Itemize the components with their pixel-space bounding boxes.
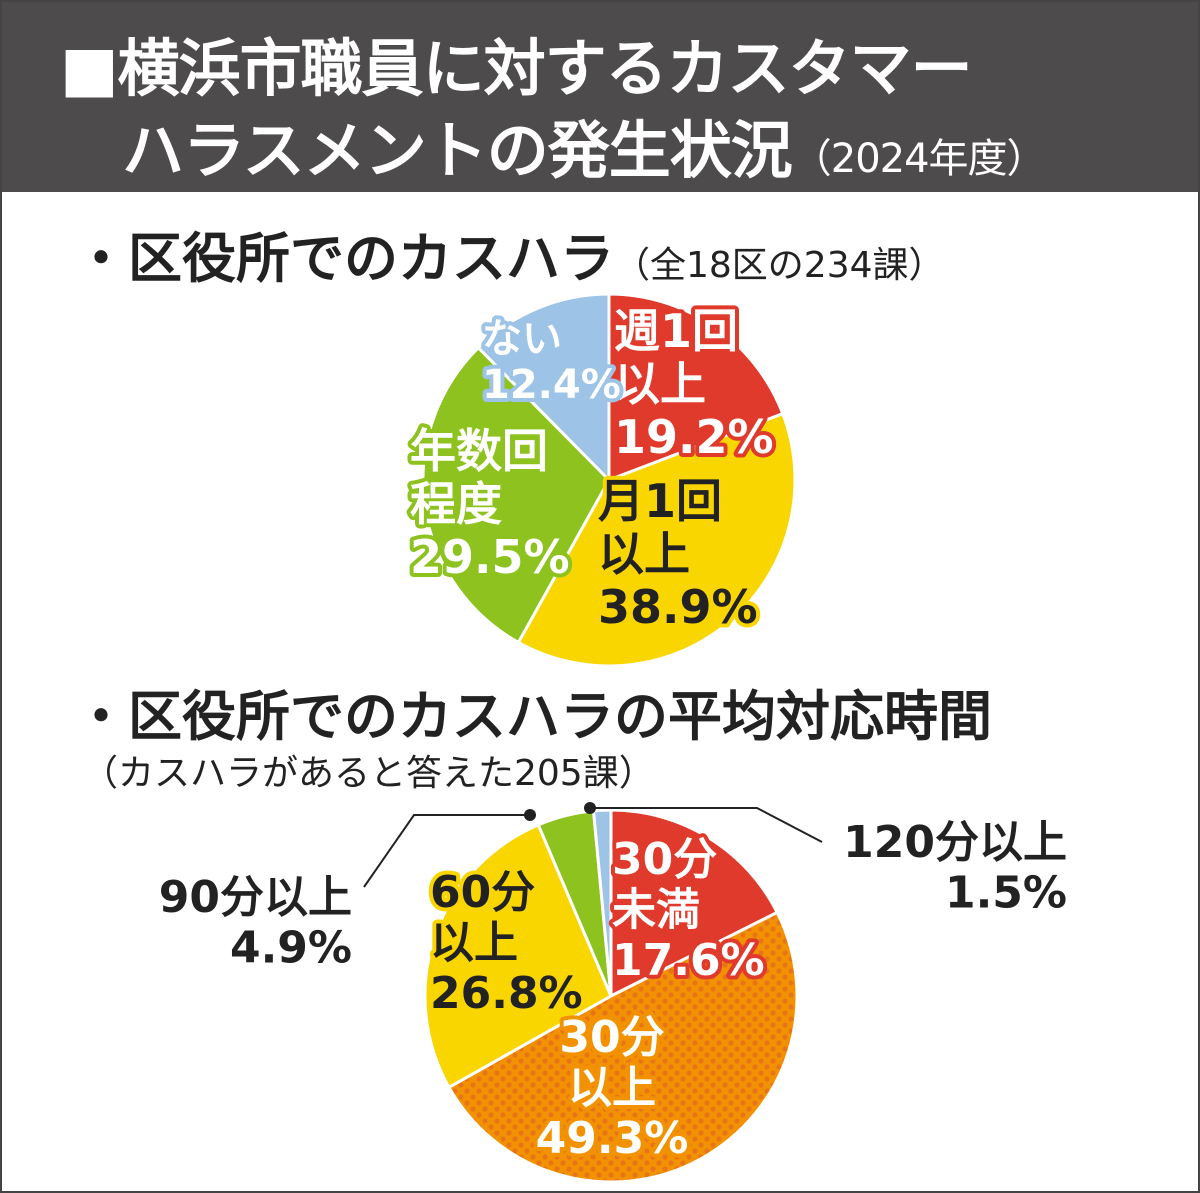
label-yearly: 年数回程度 29.5% bbox=[410, 424, 570, 584]
label-monthly: 月1回以上 38.9% bbox=[598, 474, 758, 634]
label-none: ない 12.4% bbox=[482, 316, 621, 408]
label-over60: 60分以上 26.8% bbox=[430, 867, 583, 1019]
title-main: ハラスメントの発生状況 bbox=[122, 114, 793, 187]
label-over120: 120分以上 1.5% bbox=[843, 817, 1067, 919]
label-under30: 30分未満 17.6% bbox=[612, 834, 765, 986]
title-year: （2024年度） bbox=[791, 136, 1047, 182]
chart1-subtitle: （全18区の234課） bbox=[614, 245, 945, 286]
pie-slice-1-1 bbox=[516, 411, 797, 668]
chart1-title: ・区役所でのカスハラ（全18区の234課） bbox=[74, 214, 945, 293]
title-line1: ■横浜市職員に対するカスタマー bbox=[60, 32, 973, 105]
label-weekly: 週1回以上 19.2% bbox=[614, 304, 774, 464]
chart2-subtitle: （カスハラがあると答えた205課） bbox=[82, 753, 655, 794]
leader-line-90 bbox=[363, 814, 530, 888]
label-over90: 90分以上 4.9% bbox=[159, 872, 352, 974]
chart1-title-text: ・区役所でのカスハラ bbox=[74, 227, 614, 290]
title-line2: ハラスメントの発生状況（2024年度） bbox=[122, 100, 1047, 190]
header: ■横浜市職員に対するカスタマー ハラスメントの発生状況（2024年度） bbox=[2, 2, 1198, 192]
chart2-title: ・区役所でのカスハラの平均対応時間 bbox=[74, 685, 992, 748]
pie-slice-2-2 bbox=[423, 822, 613, 1090]
pie-slice-2-0 bbox=[609, 808, 780, 999]
leader-dot-90 bbox=[524, 809, 536, 821]
pie-slice-1-2 bbox=[421, 345, 611, 645]
leader-line-120 bbox=[590, 807, 823, 843]
pie-slice-1-3 bbox=[476, 292, 611, 484]
leader-dot-120 bbox=[584, 802, 596, 814]
pie-slice-1-0 bbox=[607, 292, 785, 483]
pie-slice-2-1 bbox=[446, 910, 799, 1184]
label-over30: 30分以上 49.3% bbox=[536, 1012, 689, 1164]
